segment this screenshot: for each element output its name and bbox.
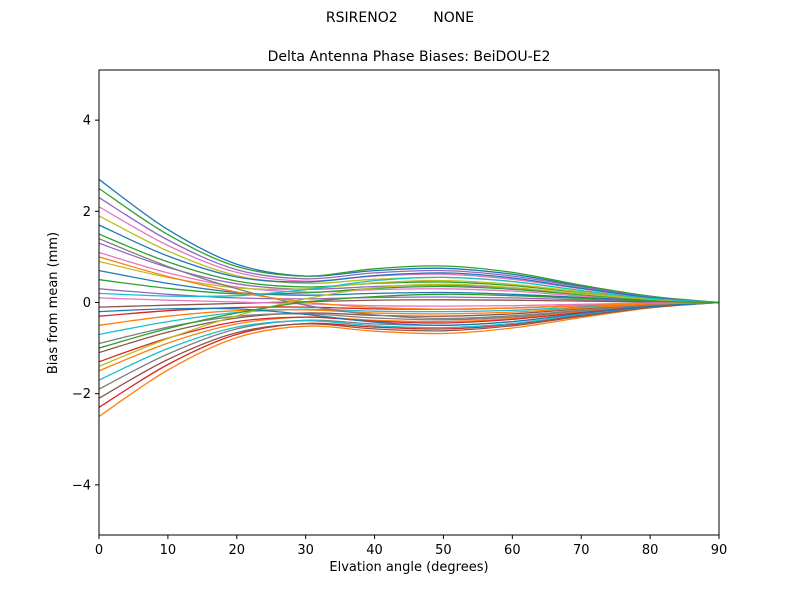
series-line-line-22 bbox=[99, 301, 719, 326]
x-tick-label: 40 bbox=[366, 543, 383, 558]
x-tick-label: 50 bbox=[435, 543, 452, 558]
series-line-line-19 bbox=[99, 260, 719, 304]
series-line-line-28 bbox=[99, 238, 719, 320]
series-line-line-05 bbox=[99, 196, 719, 304]
series-line-line-26 bbox=[99, 299, 719, 308]
y-tick-label: −2 bbox=[72, 387, 91, 402]
series-lines-group bbox=[99, 178, 719, 418]
x-tick-label: 90 bbox=[711, 543, 728, 558]
axes-border bbox=[98, 69, 720, 536]
y-tick-label: 4 bbox=[83, 114, 91, 129]
series-line-line-31 bbox=[99, 301, 719, 326]
y-tick-label: 2 bbox=[83, 205, 91, 220]
x-tick-label: 0 bbox=[95, 543, 103, 558]
y-axis-label: Bias from mean (mm) bbox=[46, 232, 61, 374]
series-line-line-33 bbox=[99, 293, 719, 349]
series-line-line-32 bbox=[99, 256, 719, 310]
series-line-line-11 bbox=[99, 224, 719, 304]
series-line-line-12 bbox=[99, 301, 719, 372]
series-line-line-06 bbox=[99, 301, 719, 399]
series-line-line-14 bbox=[99, 301, 719, 363]
series-line-line-03 bbox=[99, 187, 719, 304]
figure-suptitle: RSIRENO2 NONE bbox=[325, 10, 475, 26]
series-line-line-17 bbox=[99, 251, 719, 304]
x-tick-label: 20 bbox=[229, 543, 246, 558]
series-line-line-30 bbox=[99, 276, 719, 304]
x-tick-label: 70 bbox=[573, 543, 590, 558]
series-line-line-01 bbox=[99, 178, 719, 304]
x-tick-label: 30 bbox=[297, 543, 314, 558]
series-line-line-23 bbox=[99, 279, 719, 304]
chart-title: Delta Antenna Phase Biases: BeiDOU-E2 bbox=[267, 49, 551, 65]
series-line-line-02 bbox=[99, 301, 719, 418]
x-tick-label: 10 bbox=[160, 543, 177, 558]
y-tick-label: −4 bbox=[72, 478, 91, 493]
series-line-line-27 bbox=[99, 297, 719, 307]
series-line-line-04 bbox=[99, 301, 719, 409]
y-tick-label: 0 bbox=[83, 296, 91, 311]
x-axis-label: Elvation angle (degrees) bbox=[329, 560, 488, 575]
series-line-line-21 bbox=[99, 269, 719, 304]
series-line-line-29 bbox=[99, 283, 719, 367]
x-tick-label: 80 bbox=[642, 543, 659, 558]
series-line-line-07 bbox=[99, 206, 719, 304]
series-line-line-16 bbox=[99, 301, 719, 354]
x-tick-label: 60 bbox=[504, 543, 521, 558]
